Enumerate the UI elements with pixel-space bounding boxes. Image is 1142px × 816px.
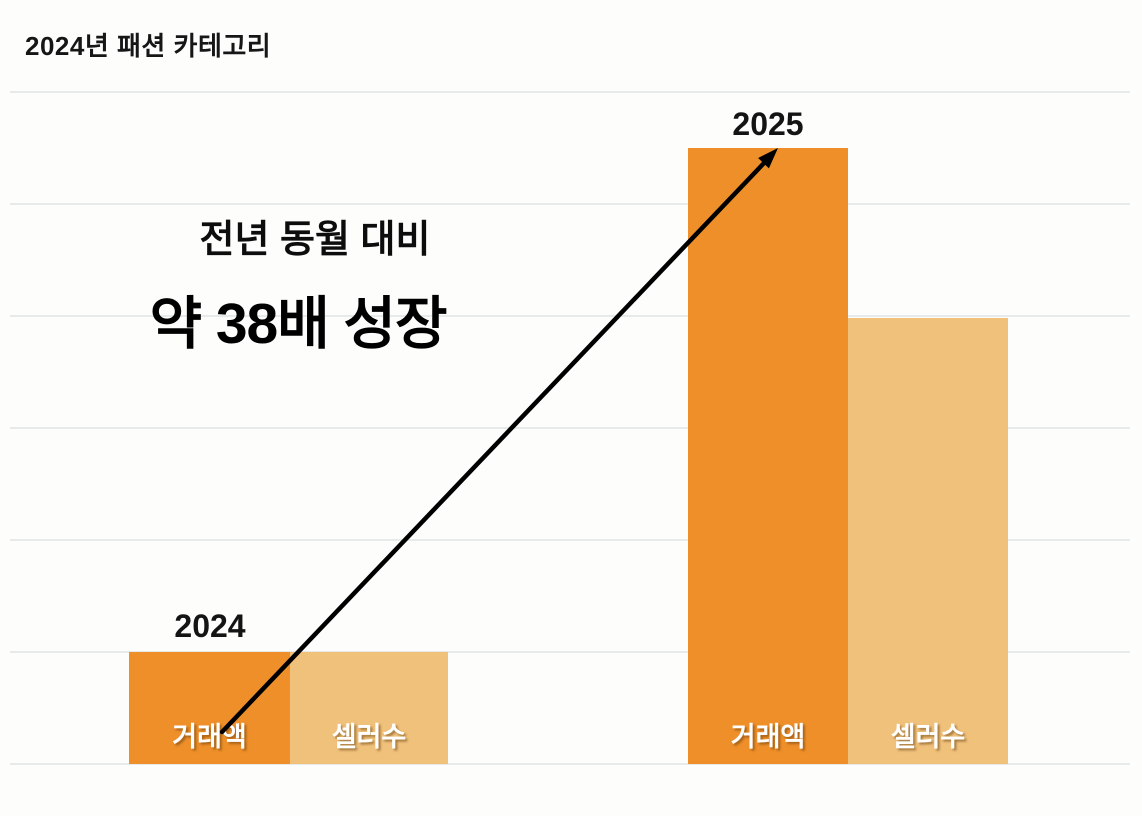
year-label-2025: 2025 xyxy=(732,106,804,142)
annotation-subtitle: 전년 동월 대비 xyxy=(199,219,431,261)
bar-2024-seller-count: 셀러수 xyxy=(290,652,448,764)
year-label-2024: 2024 xyxy=(174,608,246,644)
bar-label-transaction-amount: 거래액 xyxy=(730,722,806,752)
annotation-headline: 약 38배 성장 xyxy=(149,292,448,356)
gridline xyxy=(10,91,1130,93)
baseline-gridline xyxy=(10,763,1130,765)
bar-2024-transaction-amount: 거래액 xyxy=(129,652,290,764)
gridline xyxy=(10,203,1130,205)
bar-2025-transaction-amount: 거래액 xyxy=(688,148,848,764)
bar-label-transaction-amount: 거래액 xyxy=(172,722,247,752)
page-title: 2024년 패션 카테고리 xyxy=(25,31,272,61)
bar-2025-seller-count: 셀러수 xyxy=(848,318,1008,764)
bar-label-seller-count: 셀러수 xyxy=(331,722,407,752)
bar-label-seller-count: 셀러수 xyxy=(890,722,966,752)
